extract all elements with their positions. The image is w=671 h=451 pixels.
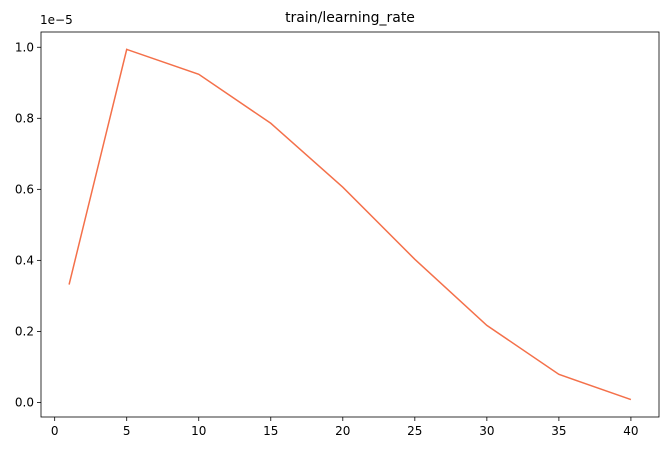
y-tick-label: 0.2 <box>15 324 34 338</box>
chart-title: train/learning_rate <box>285 10 415 26</box>
y-tick-label: 0.6 <box>15 182 34 196</box>
x-tick-label: 30 <box>479 424 494 438</box>
x-tick-label: 5 <box>123 424 131 438</box>
line <box>68 48 632 401</box>
x-tick-label: 40 <box>623 424 638 438</box>
x-tick-label: 35 <box>551 424 566 438</box>
y-tick-label: 0.0 <box>15 395 34 409</box>
plot-frame <box>40 31 660 418</box>
x-tick-label: 10 <box>191 424 206 438</box>
x-tick-label: 0 <box>51 424 59 438</box>
x-tick-label: 15 <box>263 424 278 438</box>
y-tick-label: 0.8 <box>15 111 34 125</box>
x-tick-label: 25 <box>407 424 422 438</box>
x-tick-label: 20 <box>335 424 350 438</box>
y-tick-label: 1.0 <box>15 40 34 54</box>
y-tick-label: 0.4 <box>15 253 34 267</box>
y-offset-label: 1e−5 <box>40 13 73 27</box>
